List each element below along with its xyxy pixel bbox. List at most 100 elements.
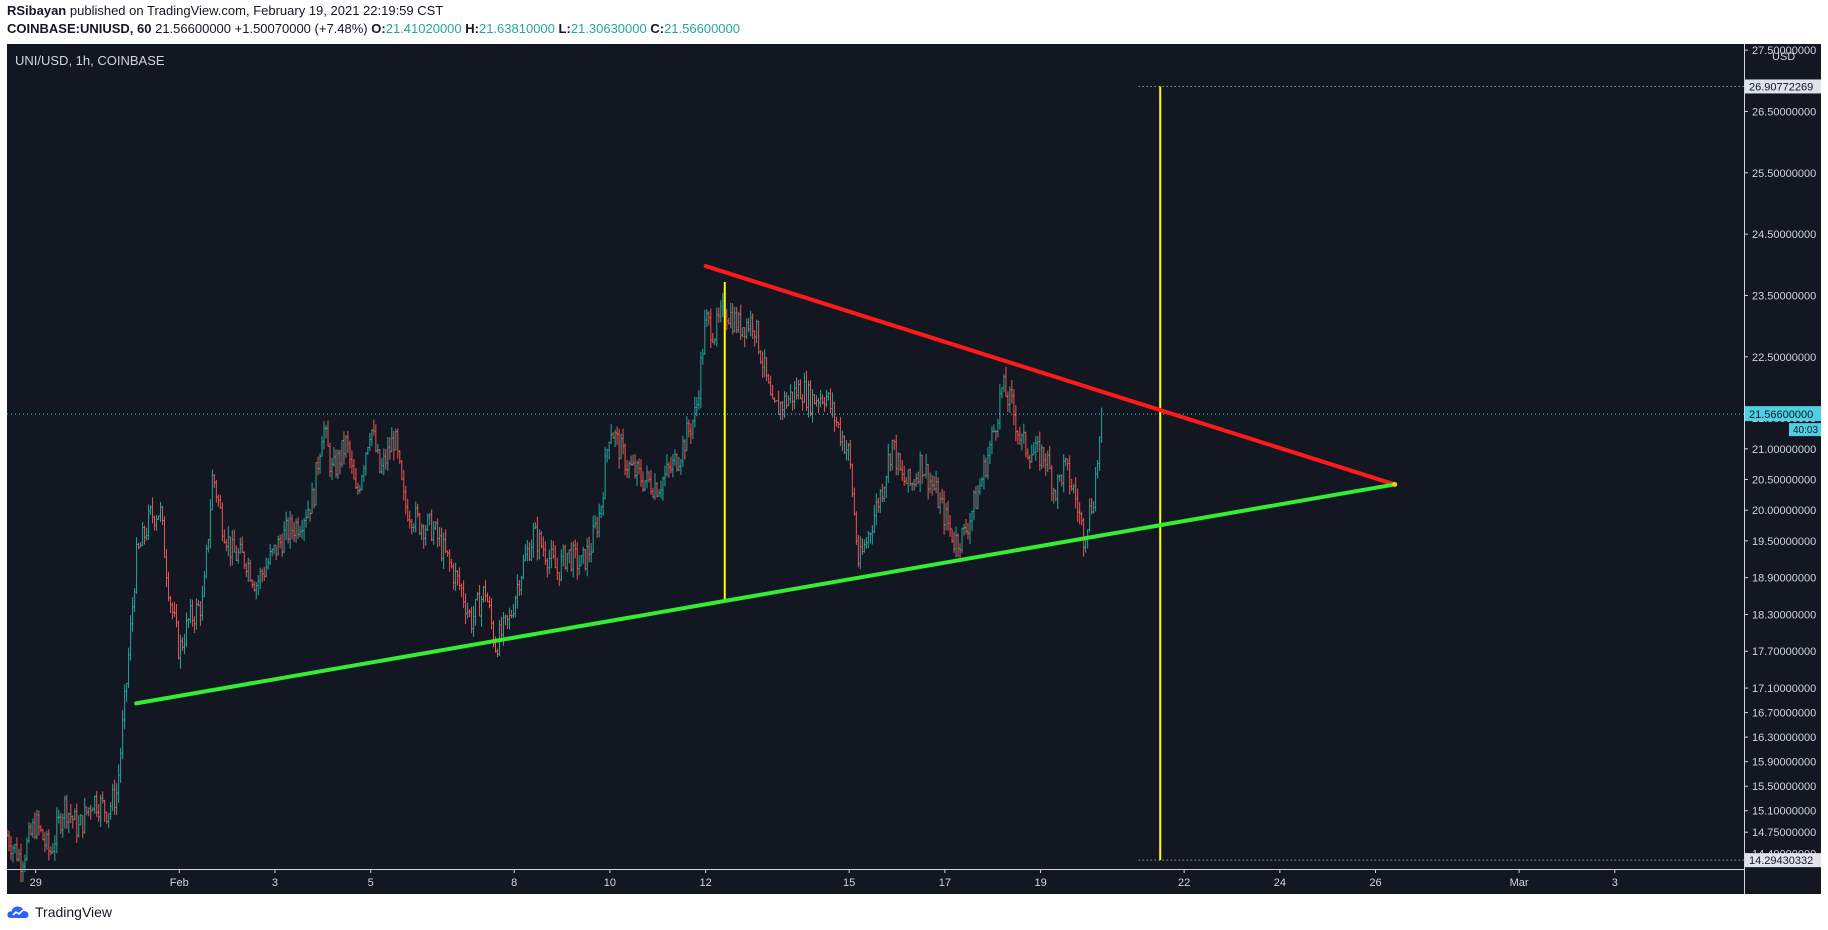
candle — [1006, 391, 1009, 413]
candle — [414, 501, 417, 533]
candle — [783, 391, 786, 418]
candle — [376, 443, 379, 454]
candle — [11, 844, 14, 863]
price-tick-label: 18.90000000 — [1752, 573, 1816, 585]
price-tick-label: 20.50000000 — [1752, 475, 1816, 487]
candle — [436, 518, 439, 548]
candle — [29, 823, 32, 836]
candle — [219, 494, 222, 509]
candle — [731, 303, 734, 335]
candle — [994, 430, 997, 441]
candle — [542, 536, 545, 557]
candle — [1056, 474, 1059, 509]
candle — [111, 783, 114, 811]
candle — [665, 454, 668, 477]
candle — [813, 394, 816, 405]
candle — [634, 454, 637, 479]
candle — [1054, 489, 1057, 502]
candle — [530, 539, 533, 561]
candle — [319, 453, 322, 474]
candle — [450, 558, 453, 569]
candle — [986, 446, 989, 480]
candle — [753, 330, 756, 347]
candle — [197, 599, 200, 607]
candle — [408, 510, 411, 529]
candle — [261, 568, 264, 583]
time-tick-label: 5 — [368, 877, 374, 889]
price-tick-label: 24.50000000 — [1752, 229, 1816, 241]
candle — [1024, 431, 1027, 458]
candle — [480, 596, 483, 627]
candle — [1038, 431, 1041, 471]
candle — [757, 320, 760, 355]
candle — [801, 394, 804, 411]
axes-group: 27.50000000 26.50000000 25.50000000 24.5000… — [7, 44, 1821, 894]
candle — [117, 764, 120, 803]
candle — [374, 424, 377, 453]
candle — [109, 802, 112, 820]
candle — [935, 471, 938, 494]
chart-area[interactable]: 27.50000000 26.50000000 25.50000000 24.5000… — [7, 44, 1821, 894]
candle — [1092, 501, 1095, 514]
candle — [504, 614, 507, 626]
candle — [221, 502, 224, 542]
candle — [982, 454, 985, 490]
candle — [885, 475, 888, 499]
candle — [299, 525, 302, 538]
candle — [759, 350, 762, 365]
author-name[interactable]: RSibayan — [7, 3, 67, 18]
price-chart[interactable]: 27.50000000 26.50000000 25.50000000 24.5000… — [7, 44, 1821, 894]
candle — [257, 575, 260, 596]
resistance-trendline — [703, 264, 1397, 487]
candle — [358, 485, 361, 494]
currency-label: USD — [1772, 51, 1795, 63]
price-tick-label: 26.50000000 — [1752, 106, 1816, 118]
candle — [1050, 464, 1053, 502]
candle — [675, 453, 678, 472]
candle — [859, 536, 862, 570]
candle — [53, 835, 56, 861]
candle — [998, 384, 1001, 430]
candle — [795, 377, 798, 400]
target-price-box — [1745, 79, 1821, 94]
candle — [43, 832, 46, 853]
candle — [671, 453, 674, 478]
candle — [21, 861, 24, 883]
candle — [382, 448, 385, 476]
candle — [590, 543, 593, 563]
candle — [1012, 389, 1015, 426]
candle — [1064, 457, 1067, 467]
candle — [821, 394, 824, 405]
candle — [265, 557, 268, 578]
candle — [486, 592, 489, 603]
candle — [550, 539, 553, 569]
candles-group — [7, 292, 1103, 883]
candle — [749, 310, 752, 337]
candle — [632, 454, 635, 466]
candle — [961, 527, 964, 554]
candle — [412, 523, 415, 533]
candle — [1070, 478, 1073, 491]
candle — [277, 535, 280, 556]
tradingview-logo[interactable]: TradingView — [7, 902, 112, 922]
candle — [833, 401, 836, 432]
candle — [905, 477, 908, 485]
candle — [992, 424, 995, 433]
candle — [83, 797, 86, 834]
candle — [191, 599, 194, 627]
candle — [737, 312, 740, 333]
candle — [651, 487, 654, 499]
price-tick-label: 22.50000000 — [1752, 352, 1816, 364]
current-price-label: 21.56600000 — [1749, 409, 1813, 421]
candle — [309, 509, 312, 522]
candle — [247, 557, 250, 582]
candle — [600, 505, 603, 519]
price-tick-label: 21.00000000 — [1752, 444, 1816, 456]
candle — [500, 616, 503, 638]
candle — [901, 460, 904, 482]
time-tick-label: 19 — [1034, 877, 1046, 889]
candle — [7, 829, 8, 837]
candle — [360, 474, 363, 491]
candle — [516, 574, 519, 609]
candle — [159, 502, 162, 522]
